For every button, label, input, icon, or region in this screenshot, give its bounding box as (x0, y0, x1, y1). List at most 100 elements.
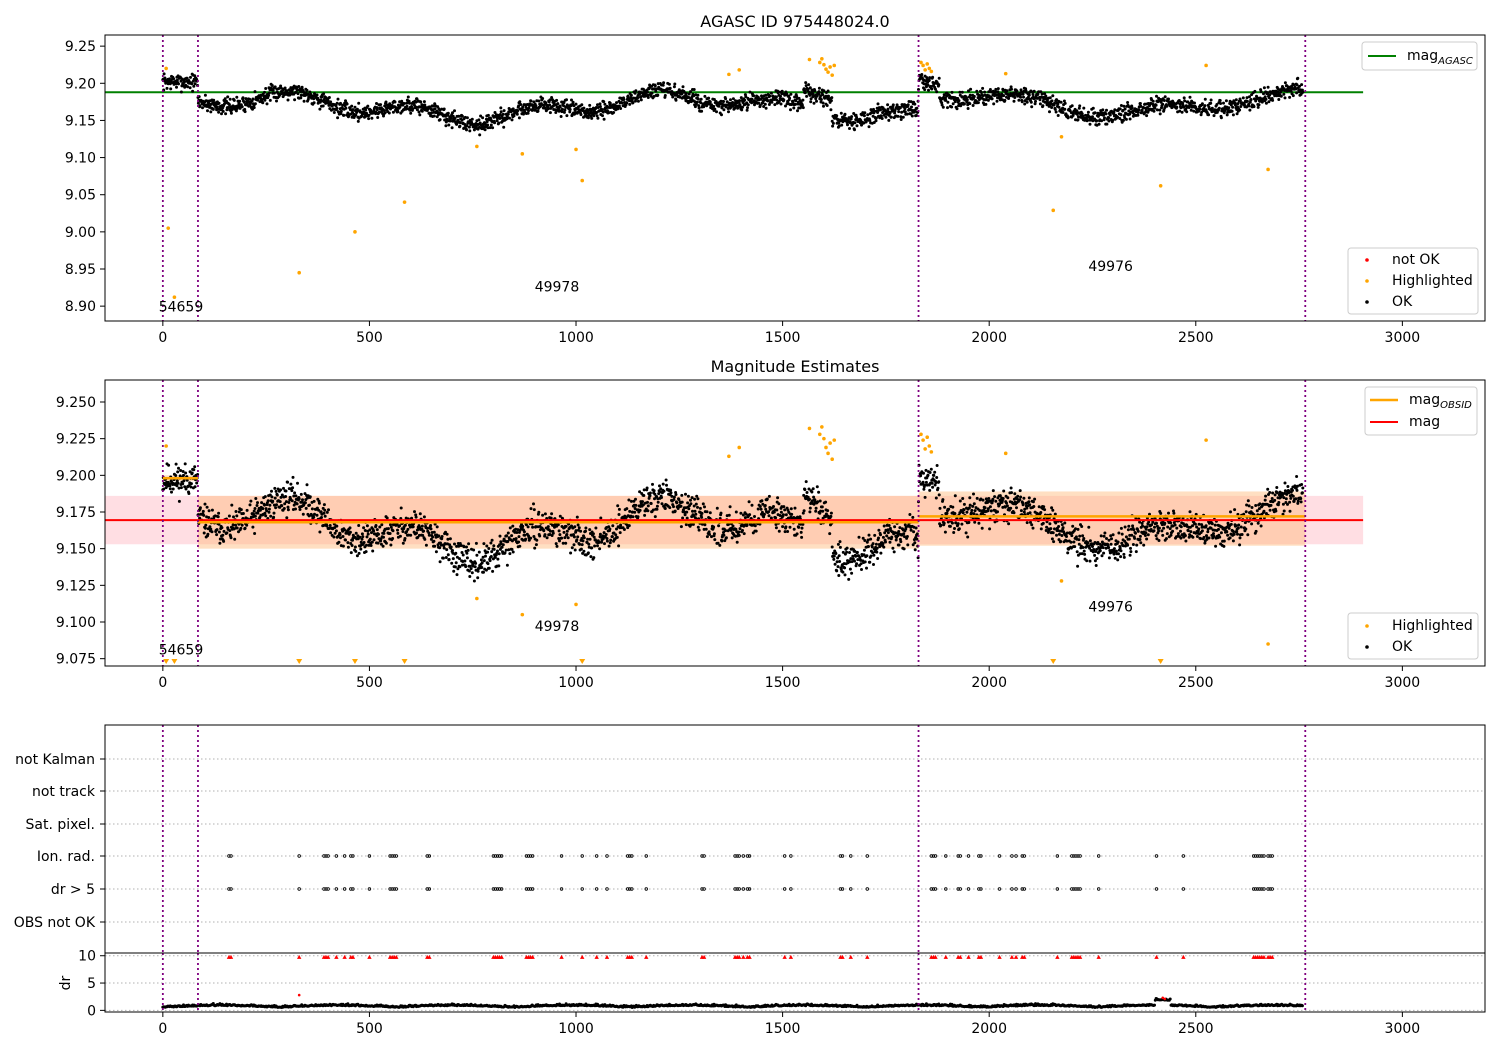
ok-point (854, 554, 858, 558)
estimates-series-group (105, 425, 1364, 664)
ok-point (1053, 107, 1057, 111)
ok-point (593, 544, 597, 548)
ok-point (817, 90, 821, 94)
ok-point (821, 516, 825, 520)
ok-point (467, 542, 471, 546)
ok-point (694, 502, 698, 506)
ok-point (272, 515, 276, 519)
ok-point (1040, 92, 1044, 96)
ok-point (307, 514, 311, 518)
ok-point (777, 99, 781, 103)
ok-point (971, 104, 975, 107)
ok-point (1007, 522, 1011, 526)
ok-point (501, 543, 505, 547)
ok-point (465, 124, 469, 128)
ok-point (953, 527, 956, 530)
ok-point (376, 116, 380, 119)
agasc-ytick-label: 9.15 (65, 113, 96, 129)
ok-point (187, 492, 191, 495)
ok-point (263, 495, 267, 499)
ok-point (1182, 105, 1186, 109)
ok-point (793, 506, 797, 510)
ok-point (988, 88, 992, 91)
ok-point (1019, 509, 1023, 513)
ok-point (300, 85, 304, 89)
ok-point (275, 493, 279, 497)
ok-point (429, 527, 433, 531)
ok-point (806, 87, 810, 91)
ok-point (1122, 104, 1126, 108)
ok-point (337, 540, 341, 544)
ok-point (523, 533, 527, 537)
ok-point (206, 109, 209, 113)
ok-point (554, 111, 558, 114)
agasc-series-group (105, 56, 1364, 300)
ok-point (704, 527, 708, 531)
ok-point (608, 527, 612, 531)
ok-point (355, 107, 359, 111)
ok-point (452, 569, 456, 573)
ok-point (829, 511, 833, 515)
ok-point (329, 100, 333, 104)
ok-point (835, 560, 839, 564)
ok-point (1292, 83, 1296, 87)
ok-point (824, 500, 828, 504)
ok-point (546, 525, 550, 529)
ok-point (774, 95, 778, 99)
ok-point (225, 531, 229, 535)
ok-point (391, 529, 395, 533)
ok-point (804, 480, 808, 484)
ok-point (418, 113, 422, 117)
ok-point (1030, 105, 1034, 109)
ok-point (548, 98, 552, 102)
ok-point (229, 111, 233, 115)
ok-point (1077, 106, 1081, 110)
ok-point (928, 488, 932, 492)
ok-point (826, 89, 830, 93)
ok-point (712, 104, 716, 108)
ok-point (177, 466, 180, 470)
ok-point (243, 526, 247, 530)
ok-point (580, 103, 584, 107)
ok-point (484, 117, 488, 121)
ok-point (837, 124, 841, 128)
ok-point (910, 105, 913, 109)
ok-point (470, 571, 474, 575)
ok-point (162, 72, 166, 76)
ok-point (276, 487, 280, 491)
ok-point (374, 110, 378, 114)
ok-point (574, 529, 578, 533)
ok-point (572, 543, 576, 547)
ok-point (477, 118, 481, 122)
ok-point (446, 553, 450, 557)
ok-point (607, 525, 611, 529)
ok-point (744, 95, 748, 99)
ok-point (220, 112, 223, 116)
ok-point (251, 97, 255, 101)
ok-point (190, 471, 194, 475)
ok-point (492, 547, 496, 551)
ok-point (731, 101, 735, 104)
highlighted-point (817, 60, 822, 65)
ok-point (887, 536, 891, 540)
ok-point (403, 537, 407, 540)
ok-point (550, 512, 554, 516)
ok-point (659, 487, 663, 491)
ok-point (813, 89, 817, 93)
ok-point (681, 516, 685, 520)
ok-point (527, 106, 531, 110)
ok-point (579, 113, 583, 117)
ok-point (294, 91, 297, 94)
ok-point (1247, 104, 1251, 108)
ok-point (218, 541, 222, 545)
ok-point (420, 109, 424, 113)
legend-marker-not-ok (1365, 258, 1369, 262)
ok-point (284, 495, 288, 498)
ok-point (328, 524, 332, 527)
ok-point (1015, 89, 1019, 93)
ok-point (543, 512, 547, 516)
ok-point (253, 90, 257, 94)
ok-point (1239, 105, 1243, 108)
ok-point (1264, 101, 1268, 105)
